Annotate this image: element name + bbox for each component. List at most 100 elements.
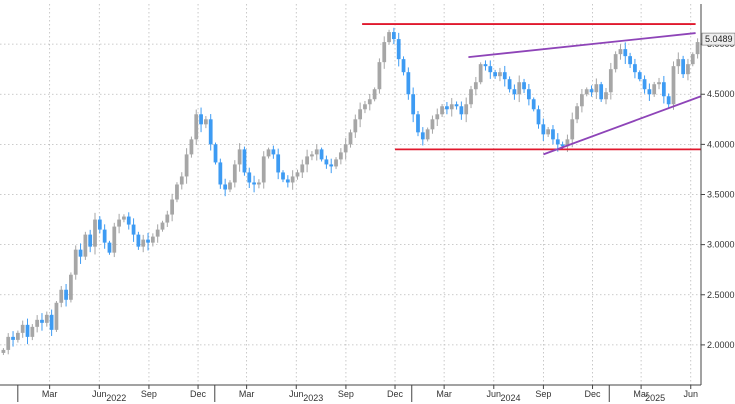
candle-down — [623, 49, 628, 57]
candle-down — [642, 79, 647, 90]
candle-up — [184, 154, 189, 177]
candle-up — [290, 176, 295, 183]
candle-up — [160, 222, 165, 230]
candle-down — [78, 249, 83, 257]
x-tick-label: Dec — [387, 389, 404, 399]
candle-down — [136, 234, 141, 247]
candle-up — [310, 154, 314, 157]
candle-up — [353, 119, 358, 133]
candle-up — [382, 42, 387, 63]
candle-down — [88, 234, 93, 247]
candle-down — [97, 219, 102, 230]
candle-up — [30, 326, 35, 337]
candle-up — [6, 336, 11, 350]
x-tick-label: Sep — [535, 389, 551, 399]
candle-down — [526, 89, 531, 100]
candle-up — [686, 64, 690, 75]
candle-up — [20, 324, 25, 333]
candle-down — [223, 184, 228, 190]
candle-up — [59, 289, 64, 303]
year-label: 2024 — [500, 393, 520, 403]
candle-down — [502, 72, 507, 80]
candle-up — [170, 199, 175, 215]
candle-down — [208, 119, 213, 145]
trend-overlays — [362, 23, 702, 156]
candle-down — [555, 139, 560, 145]
candle-up — [478, 64, 483, 83]
candle-up — [237, 149, 242, 165]
candle-up — [150, 236, 155, 243]
candle-up — [69, 274, 73, 300]
candle-down — [507, 79, 512, 90]
candle-up — [440, 106, 444, 115]
candle-down — [11, 336, 15, 340]
x-tick-label: Mar — [436, 389, 452, 399]
candle-down — [560, 144, 565, 147]
candle-up — [695, 42, 700, 55]
candle-down — [396, 39, 401, 60]
candle-up — [305, 156, 309, 165]
x-axis: Mar Jun Sep Dec Mar Jun Sep Dec Mar Jun Sep Dec Mar J… — [0, 384, 701, 403]
candle-down — [637, 72, 642, 80]
candle-up — [93, 219, 97, 247]
grid-lines — [0, 4, 701, 385]
x-tick-label: Jun — [289, 389, 304, 399]
candle-up — [575, 106, 579, 120]
candle-up — [295, 172, 300, 177]
y-tick-label: 4.0000 — [707, 139, 735, 149]
candle-up — [232, 164, 237, 183]
candle-up — [367, 99, 372, 105]
candle-down — [252, 182, 256, 185]
candle-up — [387, 32, 391, 43]
candle-up — [228, 182, 232, 190]
candle-down — [599, 84, 604, 100]
candle-up — [1, 349, 6, 353]
candle-up — [618, 49, 623, 55]
candle-up — [141, 239, 146, 247]
candle-up — [517, 82, 522, 95]
candle-up — [657, 82, 661, 85]
candle-down — [661, 82, 666, 97]
candle-down — [213, 144, 218, 163]
year-label: 2022 — [106, 393, 126, 403]
candle-up — [348, 132, 353, 145]
candle-up — [122, 216, 126, 220]
candle-down — [522, 82, 526, 90]
candle-down — [551, 129, 555, 140]
candle-down — [459, 106, 464, 115]
y-tick-label: 3.5000 — [707, 190, 735, 200]
y-tick-label: 2.0000 — [707, 340, 735, 350]
candlestick-series — [1, 27, 700, 356]
candle-down — [493, 72, 498, 77]
candle-up — [257, 182, 261, 185]
candle-down — [589, 89, 594, 93]
candle-up — [594, 84, 599, 93]
candle-up — [117, 219, 121, 227]
lower-trendline — [543, 95, 702, 156]
candle-up — [73, 249, 78, 275]
candle-up — [652, 84, 657, 95]
candle-down — [319, 149, 324, 160]
candle-down — [25, 324, 30, 337]
last-price-label: 5.0489 — [705, 34, 733, 44]
candle-up — [469, 89, 473, 105]
candle-up — [676, 59, 681, 67]
candle-up — [435, 114, 440, 120]
candle-down — [628, 56, 632, 65]
candle-down — [666, 96, 671, 105]
x-tick-label: Jun — [683, 389, 698, 399]
candle-down — [483, 64, 488, 67]
candle-up — [464, 104, 469, 115]
candle-up — [203, 119, 208, 125]
year-label: 2025 — [645, 393, 665, 403]
last-price-marker: 5.0489 — [701, 32, 735, 46]
candle-up — [165, 214, 170, 223]
candle-up — [671, 66, 676, 105]
candle-down — [445, 106, 449, 110]
candle-up — [155, 229, 160, 237]
candle-up — [343, 144, 348, 153]
candle-down — [281, 172, 285, 180]
candle-up — [112, 226, 117, 253]
candle-up — [425, 129, 430, 140]
